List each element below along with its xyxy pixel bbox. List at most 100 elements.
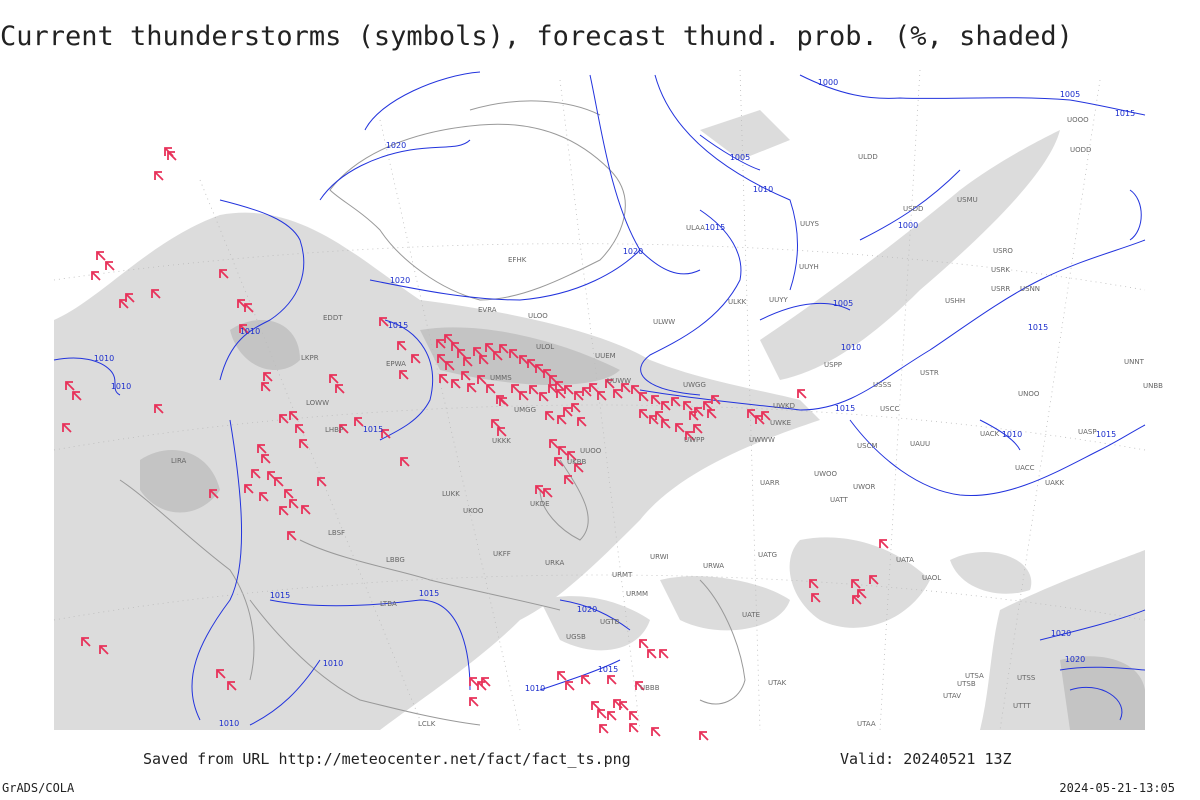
thunderstorm-symbol <box>543 488 553 498</box>
thunderstorm-symbol <box>671 397 681 407</box>
isobar-label: 1015 <box>1096 430 1116 439</box>
station-label: ULKK <box>728 298 747 306</box>
thunderstorm-symbol <box>485 343 495 353</box>
station-label: UTAV <box>943 692 961 700</box>
thunderstorm-symbol <box>685 431 695 441</box>
station-label: UATE <box>742 611 760 619</box>
thunderstorm-symbol <box>549 439 559 449</box>
timestamp: 2024-05-21-13:05 <box>1059 781 1175 795</box>
thunderstorm-symbol <box>661 401 671 411</box>
station-label: LOWW <box>306 399 329 407</box>
thunderstorm-symbol <box>694 407 704 417</box>
station-label: UKDE <box>530 500 550 508</box>
thunderstorm-symbol <box>469 677 479 687</box>
thunderstorm-symbol <box>555 381 565 391</box>
thunderstorm-symbol <box>491 419 501 429</box>
station-label: UACK <box>980 430 1000 438</box>
station-label: LKPR <box>301 354 319 362</box>
thunderstorm-symbol <box>797 389 807 399</box>
isobar-label: 1020 <box>577 605 597 614</box>
isobar-label: 1000 <box>818 78 838 87</box>
station-label: LBBG <box>386 556 405 564</box>
station-label: LBSF <box>328 529 345 537</box>
thunderstorm-symbol <box>469 697 479 707</box>
thunderstorm-symbol <box>451 379 461 389</box>
thunderstorm-symbol <box>548 384 558 394</box>
station-label: URMM <box>626 590 648 598</box>
station-label: UAUU <box>910 440 930 448</box>
thunderstorm-symbol <box>647 649 657 659</box>
thunderstorm-symbol <box>151 289 161 299</box>
thunderstorm-symbol <box>381 429 391 439</box>
thunderstorm-symbol <box>564 475 574 485</box>
thunderstorm-symbol <box>154 171 164 181</box>
thunderstorm-symbol <box>263 372 273 382</box>
thunderstorm-symbol <box>463 357 473 367</box>
station-label: LTBA <box>380 600 397 608</box>
isobar-label: 1015 <box>419 589 439 598</box>
thunderstorm-symbol <box>707 409 717 419</box>
station-label: LHBP <box>325 426 343 434</box>
station-label: UODD <box>1070 146 1091 154</box>
thunderstorm-symbol <box>639 639 649 649</box>
station-label: UKKK <box>492 437 511 445</box>
thunderstorm-symbol <box>591 701 601 711</box>
thunderstorm-symbol <box>527 359 537 369</box>
thunderstorm-symbol <box>436 339 446 349</box>
isobar-label: 1010 <box>111 382 131 391</box>
isobar-label: 1010 <box>525 684 545 693</box>
station-label: ULAA <box>686 224 705 232</box>
thunderstorm-symbol <box>299 439 309 449</box>
station-label: USRK <box>991 266 1010 274</box>
thunderstorm-symbol <box>251 469 261 479</box>
thunderstorm-symbol <box>439 374 449 384</box>
thunderstorm-symbol <box>747 409 757 419</box>
station-label: UATA <box>896 556 914 564</box>
isobar-label: 1010 <box>219 719 239 728</box>
station-label: ULDD <box>858 153 878 161</box>
thunderstorm-symbol <box>154 404 164 414</box>
thunderstorm-symbol <box>607 711 617 721</box>
thunderstorm-symbol <box>577 417 587 427</box>
station-label: UTSS <box>1017 674 1036 682</box>
thunderstorm-symbol <box>809 579 819 589</box>
thunderstorm-symbol <box>557 415 567 425</box>
thunderstorm-symbol <box>635 681 645 691</box>
isobar-label: 1015 <box>835 404 855 413</box>
isobar-label: 1010 <box>841 343 861 352</box>
thunderstorm-symbol <box>279 506 289 516</box>
thunderstorm-symbol <box>72 391 82 401</box>
station-label: URKA <box>545 559 564 567</box>
thunderstorm-symbol <box>651 727 661 737</box>
thunderstorm-symbol <box>639 409 649 419</box>
thunderstorm-symbol <box>167 151 177 161</box>
isobar-label: 1015 <box>705 223 725 232</box>
thunderstorm-symbol <box>244 484 254 494</box>
thunderstorm-symbol <box>257 444 267 454</box>
thunderstorm-symbol <box>599 724 609 734</box>
station-label: USHH <box>945 297 965 305</box>
thunderstorm-symbol <box>81 637 91 647</box>
station-label: UKOO <box>463 507 484 515</box>
thunderstorm-symbol <box>499 397 509 407</box>
station-label: UTAA <box>857 720 876 728</box>
station-label: UNBB <box>1143 382 1163 390</box>
station-label: UUOO <box>580 447 602 455</box>
thunderstorm-symbol <box>675 423 685 433</box>
thunderstorm-symbol <box>879 539 889 549</box>
station-label: UMMS <box>490 374 512 382</box>
isobar-label: 1010 <box>753 185 773 194</box>
station-label: UASP <box>1078 428 1097 436</box>
map-area: 1000 1005 1005 1010 1015 1020 1020 1020 1000 1005… <box>53 69 1163 741</box>
station-label: UAKK <box>1045 479 1065 487</box>
thunderstorm-symbol <box>289 499 299 509</box>
thunderstorm-symbol <box>379 317 389 327</box>
station-label: USCC <box>880 405 899 413</box>
thunderstorm-symbol <box>755 415 765 425</box>
thunderstorm-symbol <box>703 401 713 411</box>
thunderstorm-symbol <box>631 385 641 395</box>
thunderstorm-symbol <box>689 411 699 421</box>
station-label: UUWW <box>607 377 631 385</box>
station-label: USMU <box>957 196 978 204</box>
